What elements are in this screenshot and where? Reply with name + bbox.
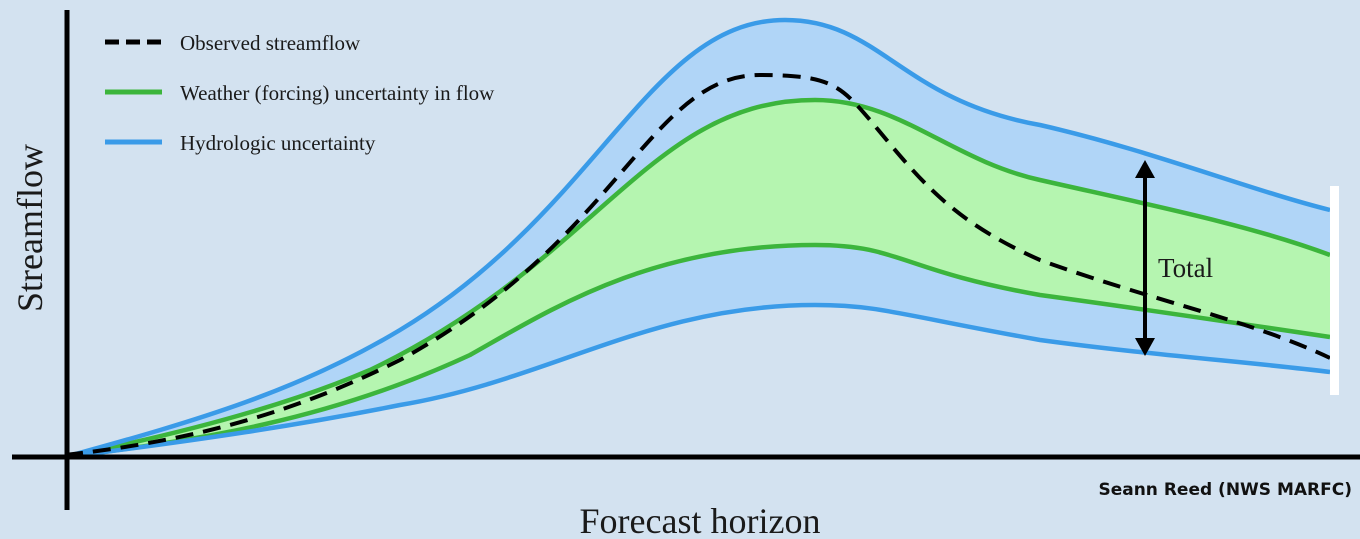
weather-uncertainty-band bbox=[65, 100, 1330, 457]
x-axis-title: Forecast horizon bbox=[580, 501, 821, 539]
credit-text: Seann Reed (NWS MARFC) bbox=[1098, 480, 1352, 500]
hydrologic-lower-line bbox=[64, 302, 1331, 460]
total-range-arrow bbox=[1135, 160, 1155, 356]
observed-streamflow-line bbox=[64, 72, 1331, 457]
y-axis-title: Streamflow bbox=[10, 144, 50, 312]
weather-upper-line bbox=[64, 97, 1331, 460]
right-edge-bar bbox=[1330, 186, 1339, 395]
weather-lower-line bbox=[64, 242, 1331, 460]
legend-weather-label: Weather (forcing) uncertainty in flow bbox=[180, 81, 495, 105]
legend-observed-label: Observed streamflow bbox=[180, 31, 361, 55]
legend: Observed streamflow Weather (forcing) un… bbox=[105, 31, 495, 155]
hydrologic-upper-line bbox=[64, 17, 1331, 460]
total-label: Total bbox=[1158, 253, 1213, 283]
legend-hydrologic-label: Hydrologic uncertainty bbox=[180, 131, 376, 155]
